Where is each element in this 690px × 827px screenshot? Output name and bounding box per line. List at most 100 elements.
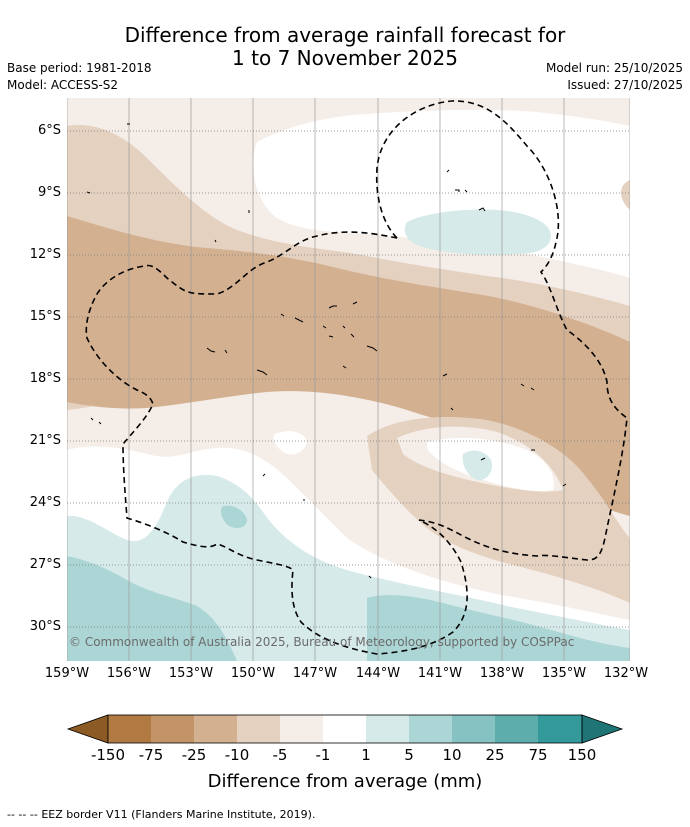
island xyxy=(464,189,468,193)
lon-label: 147°W xyxy=(292,666,338,681)
island xyxy=(455,189,460,192)
colorbar-tick: 25 xyxy=(485,746,505,764)
colorbar-tick: -5 xyxy=(272,746,288,764)
colorbar-tick: -150 xyxy=(90,746,126,764)
colorbar-segment xyxy=(323,715,366,743)
island xyxy=(98,421,102,425)
colorbar-tick: -10 xyxy=(224,746,250,764)
colorbar-tick: 150 xyxy=(567,746,597,764)
lon-label: 135°W xyxy=(541,666,587,681)
island xyxy=(328,305,337,309)
island xyxy=(206,347,216,353)
colorbar-frame xyxy=(107,714,583,744)
anomaly-region-small-wetter xyxy=(221,505,247,528)
colorbar-tick: 75 xyxy=(528,746,548,764)
island xyxy=(322,325,327,329)
title-line-1: Difference from average rainfall forecas… xyxy=(124,23,566,47)
anomaly-region-central-dry xyxy=(67,216,630,516)
meta-right: Model run: 25/10/2025 Issued: 27/10/2025 xyxy=(546,60,683,94)
island xyxy=(342,325,346,329)
map-copyright: © Commonwealth of Australia 2025, Bureau… xyxy=(69,635,574,649)
colorbar-tick: 10 xyxy=(442,746,462,764)
colorbar-tick: -1 xyxy=(315,746,331,764)
island xyxy=(350,333,355,338)
map-title: Difference from average rainfall forecas… xyxy=(0,24,690,70)
island xyxy=(530,387,535,391)
lon-label: 150°W xyxy=(230,666,276,681)
lon-label: 141°W xyxy=(417,666,463,681)
colorbar-label: Difference from average (mm) xyxy=(207,771,483,792)
island xyxy=(450,407,454,411)
lon-label: 159°W xyxy=(44,666,90,681)
colorbar-segment xyxy=(151,715,194,743)
lat-label: 12°S xyxy=(29,247,61,262)
lat-label: 24°S xyxy=(29,495,61,510)
island xyxy=(90,417,94,421)
lon-label: 153°W xyxy=(168,666,214,681)
lon-label: 156°W xyxy=(106,666,152,681)
colorbar xyxy=(66,714,624,744)
lat-label: 9°S xyxy=(37,185,61,200)
base-period: Base period: 1981-2018 xyxy=(7,61,152,75)
eez-border-northeast xyxy=(375,100,628,561)
title-line-2: 1 to 7 November 2025 xyxy=(232,46,458,70)
eez-borders xyxy=(85,100,628,655)
island xyxy=(262,473,266,477)
colorbar-tick: -25 xyxy=(181,746,207,764)
issued-date: Issued: 27/10/2025 xyxy=(567,78,683,92)
anomaly-region-southwest-wetter xyxy=(67,556,237,661)
footer-legend: -- -- -- EEZ border V11 (Flanders Marine… xyxy=(7,808,315,821)
island xyxy=(352,301,358,305)
islands xyxy=(86,123,567,579)
island xyxy=(442,373,448,377)
lon-label: 132°W xyxy=(603,666,649,681)
colorbar-segment xyxy=(280,715,323,743)
lat-label: 27°S xyxy=(29,557,61,572)
lat-label: 21°S xyxy=(29,433,61,448)
island xyxy=(256,369,268,376)
lat-label: 6°S xyxy=(37,123,61,138)
parallel-lines xyxy=(67,130,630,628)
island xyxy=(446,169,450,173)
model-name: Model: ACCESS-S2 xyxy=(7,78,119,92)
lat-label: 30°S xyxy=(29,619,61,634)
colorbar-tick: -75 xyxy=(138,746,164,764)
island xyxy=(86,191,91,194)
colorbar-tick: 1 xyxy=(361,746,371,764)
lat-label: 18°S xyxy=(29,371,61,386)
colorbar-segment xyxy=(194,715,237,743)
colorbar-segment xyxy=(538,715,582,743)
lon-label: 138°W xyxy=(479,666,525,681)
colorbar-segment xyxy=(409,715,452,743)
island xyxy=(478,207,486,212)
island xyxy=(214,239,217,243)
colorbar-segment xyxy=(495,715,538,743)
anomaly-region-north-wet xyxy=(404,209,551,255)
model-run-date: Model run: 25/10/2025 xyxy=(545,61,683,75)
eez-legend-text: EEZ border V11 (Flanders Marine Institut… xyxy=(41,808,316,821)
colorbar-segment xyxy=(452,715,495,743)
eez-legend-symbol: -- -- -- xyxy=(7,808,38,821)
colorbar-segment xyxy=(366,715,409,743)
lat-label: 15°S xyxy=(29,309,61,324)
colorbar-tick: 5 xyxy=(404,746,414,764)
island xyxy=(224,349,228,354)
island xyxy=(280,313,285,317)
eez-border-northwest xyxy=(85,231,468,655)
meta-left: Base period: 1981-2018 Model: ACCESS-S2 xyxy=(7,60,152,94)
island xyxy=(294,317,304,323)
rainfall-map: © Commonwealth of Australia 2025, Bureau… xyxy=(67,98,630,661)
island xyxy=(520,383,525,387)
colorbar-segment-below-min xyxy=(66,714,109,744)
anomaly-region-east-dry-patch xyxy=(620,180,630,210)
island xyxy=(328,335,334,338)
colorbar-segment xyxy=(237,715,280,743)
island xyxy=(480,457,486,461)
lon-label: 144°W xyxy=(355,666,401,681)
island xyxy=(562,483,567,487)
island xyxy=(366,345,378,352)
island xyxy=(368,575,372,579)
island xyxy=(342,365,347,369)
anomaly-region-small-near-average xyxy=(273,431,307,455)
colorbar-segment-above-max xyxy=(581,714,624,744)
